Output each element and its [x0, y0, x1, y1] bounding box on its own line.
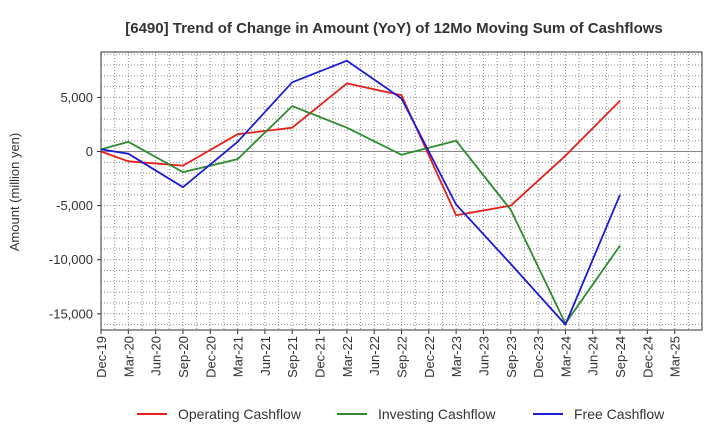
horizontal-gridlines	[101, 53, 702, 326]
y-tick-label: 0	[86, 144, 93, 159]
legend-label: Free Cashflow	[574, 406, 665, 422]
legend-label: Operating Cashflow	[178, 406, 302, 422]
x-tick-label: Dec-21	[313, 336, 328, 378]
x-tick-label: Jun-21	[258, 336, 273, 376]
y-tick-label: -5,000	[56, 198, 93, 213]
series-lines	[100, 59, 621, 326]
x-tick-label: Jun-24	[586, 336, 601, 376]
x-tick-label: Dec-20	[203, 336, 218, 378]
y-tick-label: -15,000	[49, 306, 93, 321]
x-tick-label: Dec-19	[94, 336, 109, 378]
series-line-free-cashflow	[100, 59, 621, 326]
x-tick-label: Dec-23	[531, 336, 546, 378]
x-tick-label: Mar-21	[231, 336, 246, 377]
x-tick-label: Dec-24	[640, 336, 655, 378]
x-axis-ticks: Dec-19 Mar-20 Jun-20 Sep-20 Dec-20 Mar-21 Jun-…	[94, 330, 683, 378]
x-tick-label: Mar-24	[558, 336, 573, 377]
x-tick-label: Sep-22	[395, 336, 410, 378]
x-tick-label: Sep-20	[176, 336, 191, 378]
legend: Operating Cashflow Investing Cashflow Free…	[137, 406, 665, 422]
x-tick-label: Jun-20	[149, 336, 164, 376]
y-tick-label: -10,000	[49, 252, 93, 267]
x-tick-label: Sep-21	[285, 336, 300, 378]
x-tick-label: Sep-24	[613, 336, 628, 378]
x-tick-label: Jun-22	[367, 336, 382, 376]
x-tick-label: Jun-23	[476, 336, 491, 376]
y-tick-label: 5,000	[60, 90, 93, 105]
x-tick-label: Mar-25	[668, 336, 683, 377]
series-line-operating-cashflow	[100, 82, 621, 217]
series-line-investing-cashflow	[100, 105, 621, 325]
chart-title: [6490] Trend of Change in Amount (YoY) o…	[125, 20, 663, 37]
x-tick-label: Sep-23	[504, 336, 519, 378]
y-axis-label: Amount (million yen)	[7, 133, 22, 252]
vertical-gridlines	[114, 52, 689, 330]
legend-label: Investing Cashflow	[378, 406, 496, 422]
x-tick-label: Mar-23	[449, 336, 464, 377]
x-tick-label: Mar-22	[340, 336, 355, 377]
x-tick-label: Mar-20	[121, 336, 136, 377]
y-axis-ticks: 5,000 0 -5,000 -10,000 -15,000	[49, 90, 101, 321]
x-tick-label: Dec-22	[422, 336, 437, 378]
